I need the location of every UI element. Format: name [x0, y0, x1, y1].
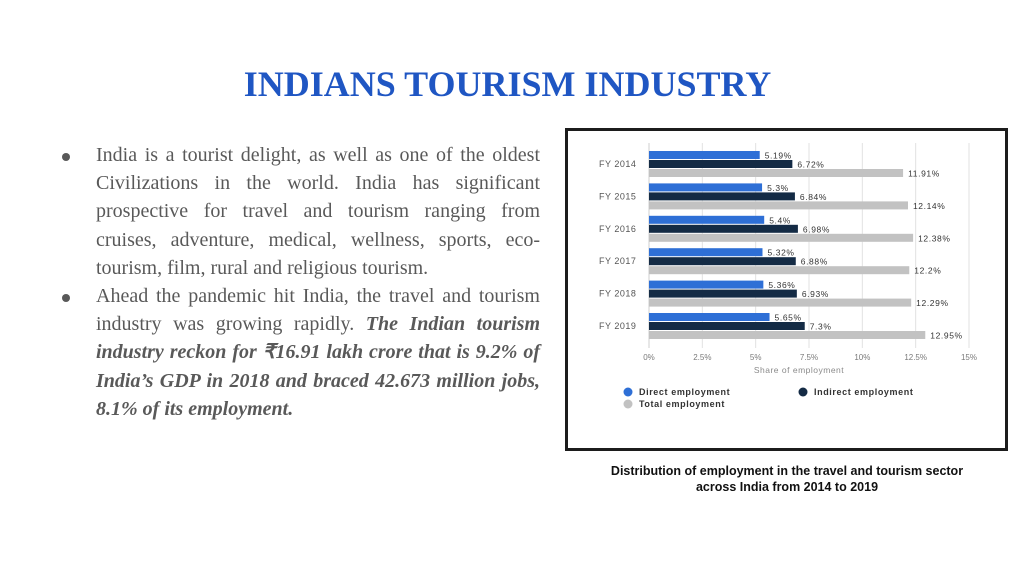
legend-marker-icon [623, 399, 633, 409]
data-label: 12.14% [913, 201, 945, 211]
x-tick-label: 2.5% [693, 353, 711, 362]
data-label: 5.4% [769, 215, 791, 225]
data-label: 6.72% [797, 160, 824, 170]
chart-svg: 5.19% 6.72% 11.91% FY 2014 5.3% 6.84% 12.14% FY… [599, 143, 977, 409]
bar [649, 215, 765, 224]
data-label: 6.84% [800, 192, 827, 202]
x-axis-title: Share of employment [754, 365, 844, 375]
legend-label: Total employment [639, 399, 725, 409]
data-label: 5.36% [768, 280, 795, 290]
legend-marker-icon [623, 387, 633, 397]
legend-label: Direct employment [639, 387, 730, 397]
bullet-item: India is a tourist delight, as well as o… [56, 141, 540, 282]
bar [649, 266, 910, 275]
bar [649, 331, 926, 339]
x-tick-label: 12.5% [904, 353, 927, 362]
bar [649, 298, 912, 307]
bullet-dot-icon [62, 153, 70, 161]
bar [649, 313, 770, 321]
bullet-text: India is a tourist delight, as well as o… [96, 144, 540, 279]
data-label: 12.2% [914, 266, 941, 276]
bar [649, 322, 805, 330]
data-label: 5.19% [765, 151, 792, 161]
bar [649, 201, 908, 210]
category-label: FY 2016 [599, 224, 636, 234]
bar [649, 160, 793, 168]
data-label: 12.95% [930, 331, 962, 341]
bar [649, 224, 798, 233]
bar [649, 233, 914, 242]
data-label: 12.38% [918, 233, 950, 243]
bar [649, 151, 760, 159]
category-label: FY 2019 [599, 321, 636, 331]
category-label: FY 2014 [599, 159, 636, 169]
data-label: 6.93% [802, 289, 829, 299]
x-tick-label: 15% [961, 353, 977, 362]
data-label: 12.29% [916, 298, 948, 308]
data-label: 5.65% [775, 313, 802, 323]
legend-marker-icon [798, 387, 808, 397]
data-label: 5.32% [767, 248, 794, 258]
bar [649, 192, 795, 201]
bar [649, 169, 904, 177]
bullet-item: Ahead the pandemic hit India, the travel… [56, 282, 540, 423]
bullet-list: India is a tourist delight, as well as o… [56, 141, 540, 423]
data-label: 7.3% [810, 322, 832, 332]
employment-chart: 5.19% 6.72% 11.91% FY 2014 5.3% 6.84% 12.14% FY… [565, 128, 1008, 451]
slide-title: INDIANS TOURISM INDUSTRY [243, 64, 772, 104]
data-label: 11.91% [908, 169, 940, 179]
bar [649, 280, 764, 289]
category-label: FY 2015 [599, 191, 636, 201]
chart-caption: Distribution of employment in the travel… [610, 464, 964, 494]
category-label: FY 2018 [599, 289, 636, 299]
data-label: 6.98% [803, 224, 830, 234]
x-tick-label: 10% [854, 353, 870, 362]
bullet-dot-icon [62, 294, 70, 303]
data-label: 5.3% [767, 183, 789, 193]
data-label: 6.88% [801, 257, 828, 267]
x-tick-label: 0% [643, 353, 655, 362]
x-tick-label: 5% [750, 353, 762, 362]
bar [649, 248, 763, 257]
bullet-emphasis-text: The Indian tourism industry reckon for ₹… [96, 313, 540, 420]
legend-label: Indirect employment [814, 387, 913, 397]
bar [649, 183, 763, 192]
x-tick-label: 7.5% [800, 353, 818, 362]
bar [649, 289, 797, 298]
bullet-text: Ahead the pandemic hit India, the travel… [96, 285, 540, 336]
category-label: FY 2017 [599, 256, 636, 266]
bar [649, 257, 796, 266]
